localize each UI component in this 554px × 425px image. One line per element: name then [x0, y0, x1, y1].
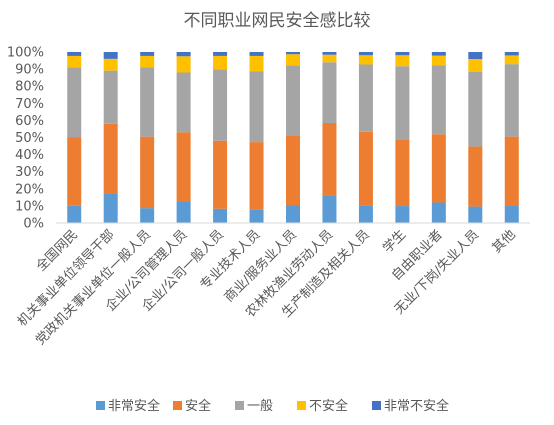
bar-segment	[468, 59, 482, 72]
bars-group	[67, 52, 519, 223]
bar-segment	[322, 55, 336, 63]
y-tick-label: 10%	[15, 199, 44, 214]
bar-segment	[67, 138, 81, 206]
bar-segment	[140, 52, 154, 56]
bar-segment	[468, 207, 482, 223]
bar-segment	[250, 209, 264, 223]
legend-swatch	[297, 401, 306, 410]
bar-segment	[505, 137, 519, 206]
bar-segment	[359, 64, 373, 131]
bar-segment	[67, 56, 81, 68]
bar-segment	[104, 124, 118, 194]
bar-segment	[213, 209, 227, 223]
bar-segment	[468, 72, 482, 147]
bar-segment	[432, 65, 446, 134]
bar-segment	[67, 68, 81, 138]
bar-segment	[140, 137, 154, 208]
y-tick-label: 90%	[15, 63, 44, 78]
bar-segment	[213, 69, 227, 140]
bar-segment	[395, 52, 409, 55]
legend-swatch	[372, 401, 381, 410]
y-tick-label: 70%	[15, 97, 44, 112]
bar-segment	[322, 195, 336, 223]
y-tick-label: 60%	[15, 114, 44, 129]
bar-segment	[432, 202, 446, 223]
bar-segment	[286, 65, 300, 135]
y-tick-label: 80%	[15, 80, 44, 95]
bar-segment	[67, 52, 81, 56]
y-tick-label: 100%	[7, 46, 44, 61]
bar-segment	[286, 54, 300, 65]
bar-segment	[177, 73, 191, 133]
bar-segment	[395, 66, 409, 139]
bar-segment	[468, 52, 482, 59]
bar-segment	[395, 139, 409, 206]
bar-segment	[250, 56, 264, 71]
bar-segment	[104, 194, 118, 223]
bar-segment	[104, 52, 118, 59]
bar-segment	[250, 142, 264, 209]
bar-segment	[177, 56, 191, 72]
bar-segment	[104, 71, 118, 124]
bar-segment	[286, 52, 300, 54]
chart-title: 不同职业网民安全感比较	[184, 11, 371, 31]
bar-segment	[505, 206, 519, 223]
bar-segment	[359, 52, 373, 55]
y-tick-label: 30%	[15, 165, 44, 180]
bar-segment	[140, 67, 154, 136]
legend-swatch	[173, 401, 182, 410]
bar-segment	[286, 135, 300, 205]
bar-segment	[213, 56, 227, 70]
bar-segment	[432, 134, 446, 202]
y-tick-label: 0%	[23, 217, 44, 232]
legend-label: 非常安全	[108, 398, 160, 414]
bar-segment	[322, 52, 336, 55]
bar-segment	[505, 55, 519, 64]
bar-segment	[322, 123, 336, 195]
bar-segment	[505, 64, 519, 137]
bar-segment	[322, 62, 336, 123]
x-axis: 全国网民机关事业单位领导干部党政机关事业单位一般人员企业/公司管理人员企业/公司…	[15, 223, 530, 348]
bar-segment	[213, 52, 227, 56]
bar-segment	[213, 141, 227, 209]
bar-segment	[468, 147, 482, 207]
bar-segment	[359, 55, 373, 64]
legend-label: 非常不安全	[384, 398, 449, 414]
bar-segment	[395, 55, 409, 66]
x-category-label: 其他	[490, 227, 519, 256]
bar-segment	[359, 132, 373, 205]
bar-segment	[177, 201, 191, 223]
bar-segment	[286, 205, 300, 223]
y-axis: 0% 10% 20% 30% 40% 50% 60% 70% 80% 90% 100%	[7, 46, 44, 232]
legend-label: 不安全	[309, 398, 348, 414]
bar-segment	[177, 132, 191, 201]
legend: 非常安全 安全 一般 不安全 非常不安全	[96, 398, 449, 414]
bar-segment	[250, 71, 264, 142]
bar-segment	[359, 205, 373, 223]
x-category-label: 学生	[380, 227, 410, 257]
bar-segment	[140, 56, 154, 67]
bar-segment	[67, 206, 81, 223]
legend-label: 安全	[185, 398, 211, 414]
bar-segment	[140, 208, 154, 223]
legend-swatch	[96, 401, 105, 410]
bar-segment	[432, 52, 446, 56]
bar-segment	[104, 59, 118, 71]
bar-segment	[395, 206, 409, 223]
y-tick-label: 20%	[15, 182, 44, 197]
y-tick-label: 40%	[15, 148, 44, 163]
bar-segment	[432, 56, 446, 66]
legend-label: 一般	[247, 398, 273, 414]
y-tick-label: 50%	[15, 131, 44, 146]
bar-segment	[505, 52, 519, 55]
bar-segment	[250, 52, 264, 56]
bar-segment	[177, 52, 191, 56]
legend-swatch	[235, 401, 244, 410]
